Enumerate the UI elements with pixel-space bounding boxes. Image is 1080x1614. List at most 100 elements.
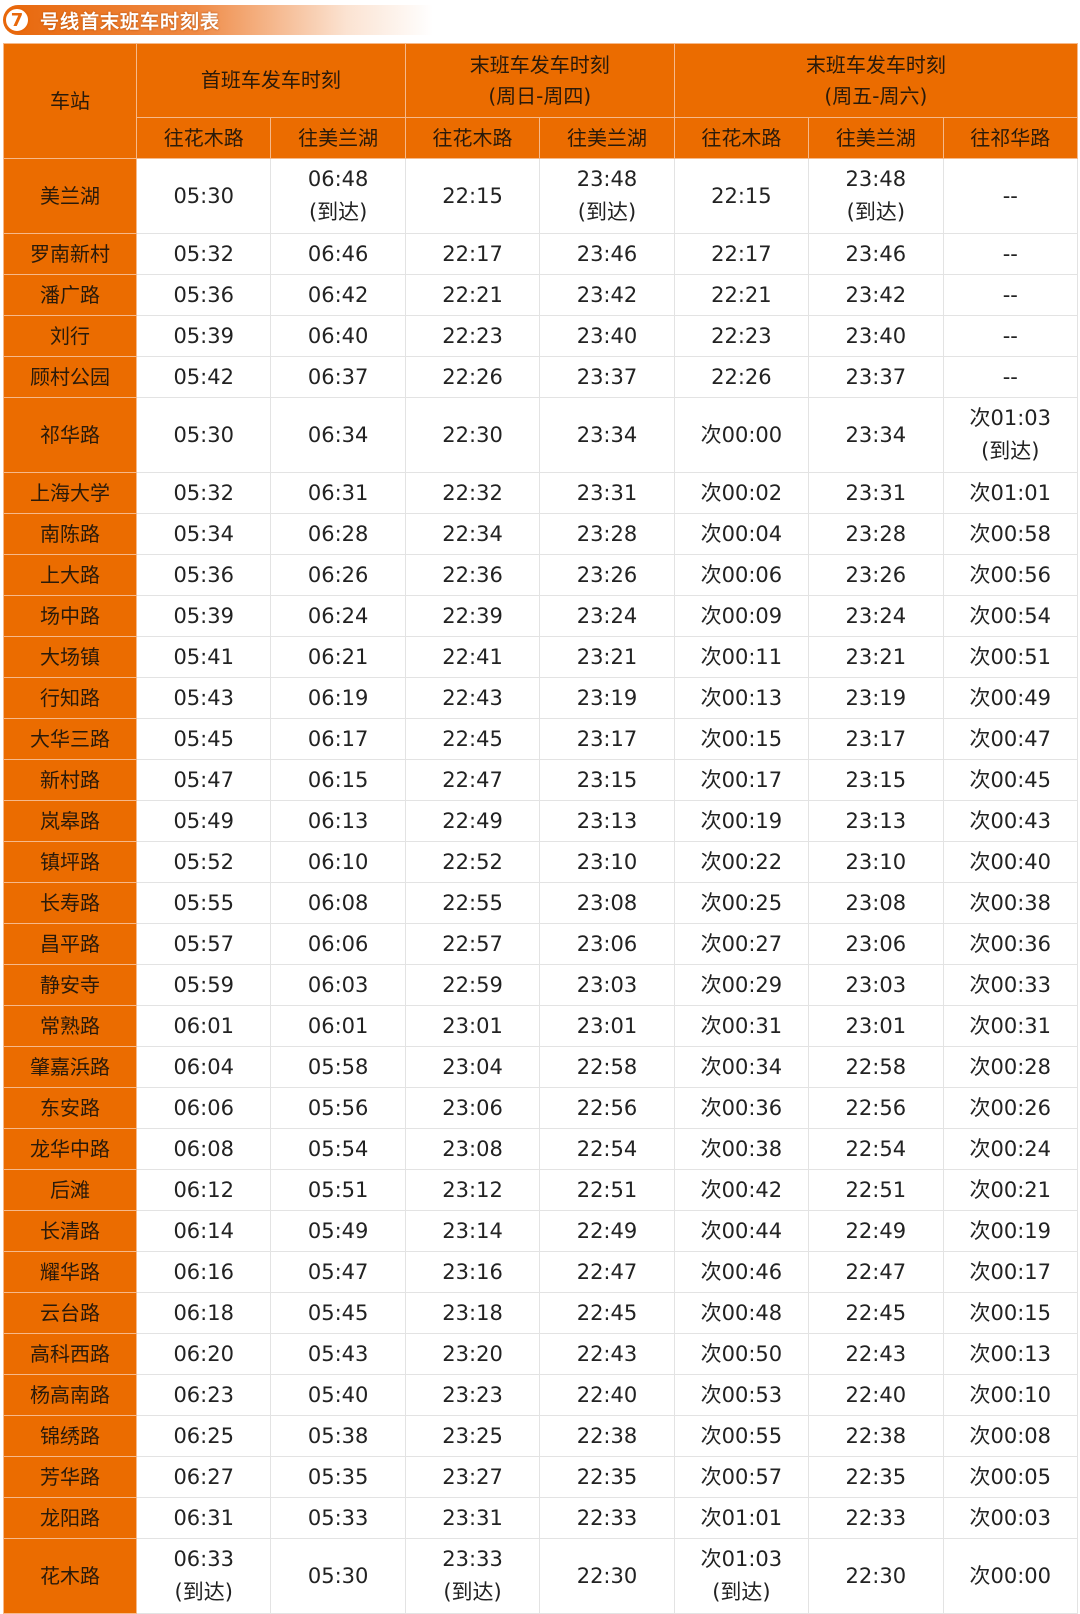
time-cell: 次00:42 [673,1169,810,1211]
time-cell: 23:19 [808,677,944,719]
table-row: 大华三路 05:45 06:17 22:45 23:17 次00:15 23:17 次00:4… [3,718,1079,760]
time-cell: 05:45 [270,1292,406,1334]
time-cell: -- [942,274,1079,316]
time-cell: 22:38 [539,1415,675,1457]
time-cell: 23:13 [808,800,944,842]
time-cell: 05:35 [270,1456,406,1498]
time-cell: 06:27 [135,1456,272,1498]
time-cell: 次00:48 [673,1292,810,1334]
time-cell: 05:47 [135,759,272,801]
time-cell: 次00:56 [942,554,1079,596]
time-cell: 23:18 [404,1292,541,1334]
time-cell: 05:49 [135,800,272,842]
time-cell: 次00:13 [942,1333,1079,1375]
table-row: 静安寺 05:59 06:03 22:59 23:03 次00:29 23:03 次00:33 [3,964,1079,1006]
station-name: 大华三路 [3,718,137,760]
time-cell: 次00:25 [673,882,810,924]
time-cell: 次00:11 [673,636,810,678]
time-cell: 22:41 [404,636,541,678]
header-first-train: 首班车发车时刻 [136,43,406,118]
line-number-badge: 7 [4,7,30,33]
time-cell: 22:30 [539,1538,675,1614]
time-cell: 22:45 [808,1292,944,1334]
time-cell: 23:28 [808,513,944,555]
time-cell: 23:48 (到达) [808,158,944,234]
time-cell: 23:06 [808,923,944,965]
time-cell: 23:01 [539,1005,675,1047]
time-cell: 次00:51 [942,636,1079,678]
time-cell: 次01:03 (到达) [673,1538,810,1614]
time-cell: 05:41 [135,636,272,678]
time-cell: 23:17 [808,718,944,760]
time-cell: 22:33 [539,1497,675,1539]
time-cell: 06:26 [270,554,406,596]
time-cell: -- [942,233,1079,275]
time-cell: 05:30 [135,397,272,473]
station-name: 岚皋路 [3,800,137,842]
time-cell: 22:40 [539,1374,675,1416]
time-cell: 06:10 [270,841,406,883]
time-cell: 22:49 [539,1210,675,1252]
time-cell: 23:04 [404,1046,541,1088]
time-cell: 23:16 [404,1251,541,1293]
time-cell: 22:58 [808,1046,944,1088]
time-cell: 次00:55 [673,1415,810,1457]
time-cell: 05:43 [135,677,272,719]
table-row: 花木路 06:33 (到达) 05:30 23:33 (到达) 22:30 次01:03 … [3,1538,1079,1614]
time-cell: 23:10 [539,841,675,883]
time-cell: 05:54 [270,1128,406,1170]
time-cell: 23:37 [808,356,944,398]
time-cell: 22:49 [808,1210,944,1252]
time-cell: 23:34 [539,397,675,473]
time-cell: 22:26 [404,356,541,398]
time-cell: 23:42 [539,274,675,316]
time-cell: 05:40 [270,1374,406,1416]
time-cell: 22:15 [673,158,810,234]
time-cell: 22:35 [808,1456,944,1498]
time-cell: 05:42 [135,356,272,398]
station-name: 芳华路 [3,1456,137,1498]
time-cell: 次00:17 [942,1251,1079,1293]
time-cell: 06:48 (到达) [270,158,406,234]
time-cell: 次00:33 [942,964,1079,1006]
time-cell: 23:13 [539,800,675,842]
table-row: 龙华中路 06:08 05:54 23:08 22:54 次00:38 22:54 次00:2… [3,1128,1079,1170]
time-cell: 23:26 [539,554,675,596]
time-cell: 次00:19 [673,800,810,842]
time-cell: 05:58 [270,1046,406,1088]
station-name: 新村路 [3,759,137,801]
time-cell: 23:03 [808,964,944,1006]
table-row: 潘广路 05:36 06:42 22:21 23:42 22:21 23:42 -- [3,274,1079,316]
time-cell: 次00:27 [673,923,810,965]
header-station: 车站 [3,43,137,159]
time-cell: 次01:03 (到达) [942,397,1079,473]
time-cell: 06:24 [270,595,406,637]
time-cell: 05:51 [270,1169,406,1211]
time-cell: 次00:19 [942,1210,1079,1252]
time-cell: 22:35 [539,1456,675,1498]
time-cell: 次00:43 [942,800,1079,842]
table-row: 美兰湖 05:30 06:48 (到达) 22:15 23:48 (到达) 22:15 23… [3,158,1079,234]
time-cell: 22:36 [404,554,541,596]
time-cell: 22:33 [808,1497,944,1539]
time-cell: 22:17 [673,233,810,275]
time-cell: 22:54 [808,1128,944,1170]
time-cell: 22:21 [404,274,541,316]
time-cell: 06:34 [270,397,406,473]
time-cell: 22:38 [808,1415,944,1457]
time-cell: 23:17 [539,718,675,760]
time-cell: 23:48 (到达) [539,158,675,234]
time-cell: 05:32 [135,233,272,275]
table-row: 刘行 05:39 06:40 22:23 23:40 22:23 23:40 -- [3,315,1079,357]
time-cell: 23:24 [539,595,675,637]
header-direction: 往祁华路 [942,117,1079,159]
time-cell: 次00:13 [673,677,810,719]
time-cell: 23:34 [808,397,944,473]
time-cell: 06:08 [135,1128,272,1170]
time-cell: 22:23 [673,315,810,357]
time-cell: 23:31 [404,1497,541,1539]
time-cell: 06:14 [135,1210,272,1252]
time-cell: 06:20 [135,1333,272,1375]
time-cell: 次00:54 [942,595,1079,637]
time-cell: 22:32 [404,472,541,514]
